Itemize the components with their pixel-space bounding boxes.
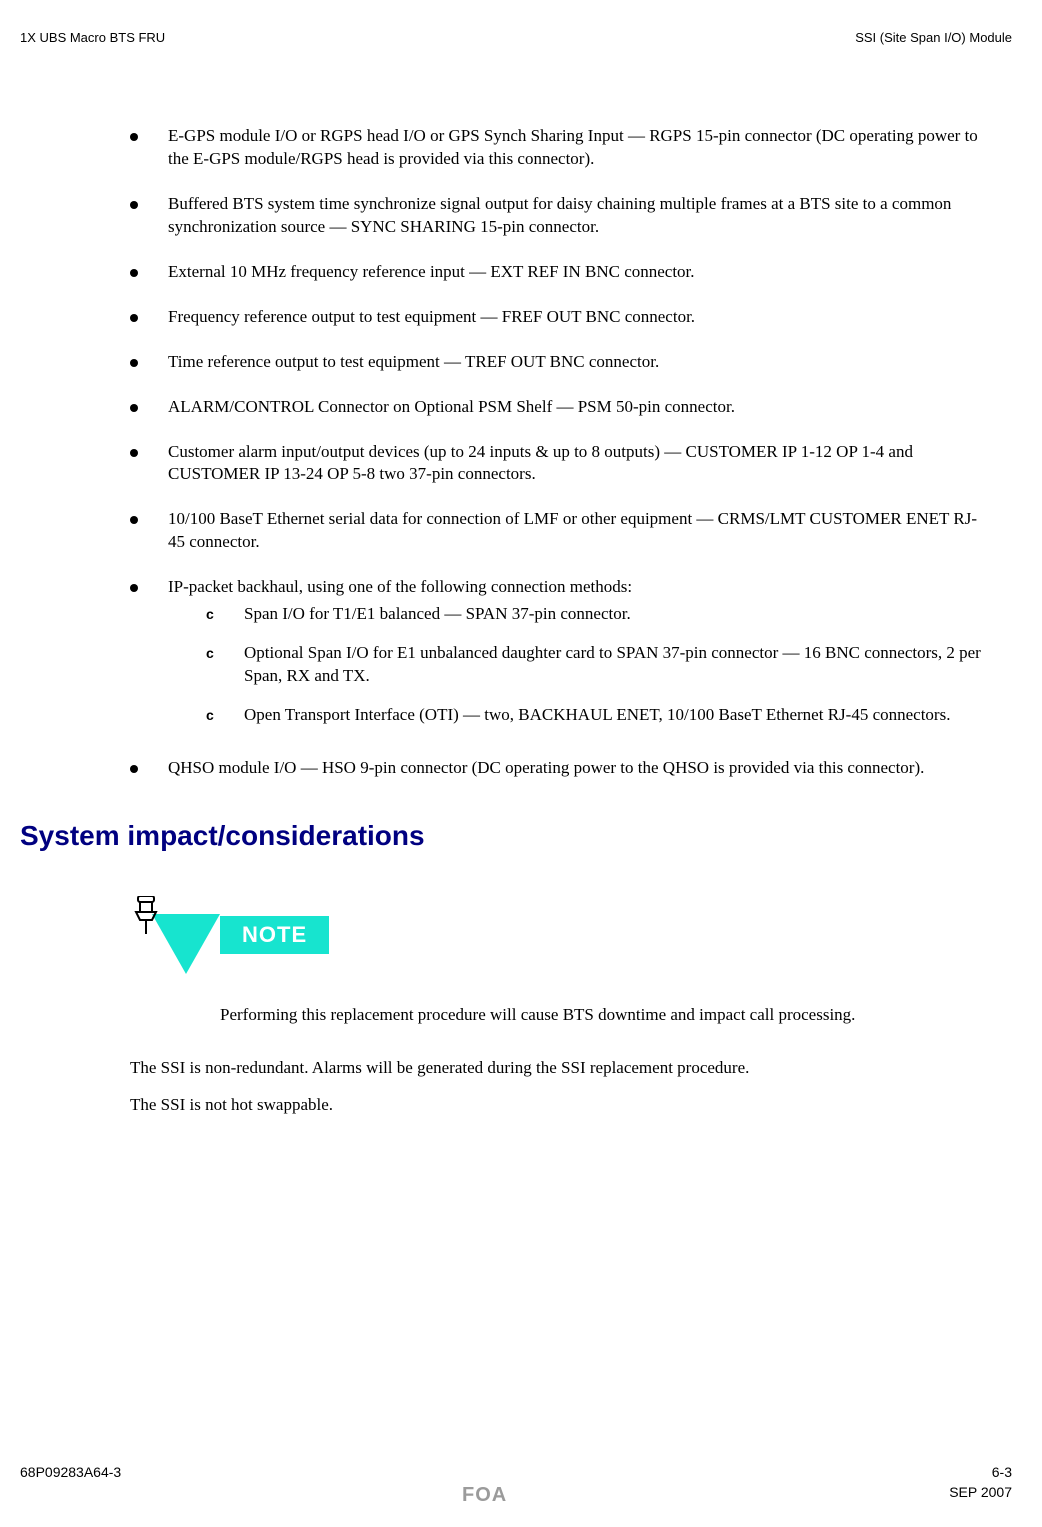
sub-marker-icon: c [206,706,216,727]
bullet-icon [130,133,138,141]
status-label: FOA [462,1484,507,1507]
bullet-text: IP-packet backhaul, using one of the fol… [168,576,992,743]
bullet-text: ALARM/CONTROL Connector on Optional PSM … [168,396,992,419]
body-paragraph: The SSI is non-redundant. Alarms will be… [130,1057,992,1080]
page-number: 6-3 [992,1464,1012,1480]
list-item: Customer alarm input/output devices (up … [130,441,992,487]
bullet-text: Customer alarm input/output devices (up … [168,441,992,487]
sub-text: Open Transport Interface (OTI) — two, BA… [244,704,992,727]
list-item: Frequency reference output to test equip… [130,306,992,329]
bullet-icon [130,516,138,524]
note-label: NOTE [220,916,329,954]
header-left: 1X UBS Macro BTS FRU [20,30,165,45]
bullet-text: Frequency reference output to test equip… [168,306,992,329]
bullet-icon [130,404,138,412]
page-footer: 68P09283A64-3 6-3 FOA SEP 2007 [20,1464,1012,1507]
bullet-text: External 10 MHz frequency reference inpu… [168,261,992,284]
footer-bottom-row: FOA SEP 2007 [20,1484,1012,1507]
bullet-text: E-GPS module I/O or RGPS head I/O or GPS… [168,125,992,171]
bullet-icon [130,449,138,457]
bullet-icon [130,314,138,322]
list-item: E-GPS module I/O or RGPS head I/O or GPS… [130,125,992,171]
page-header: 1X UBS Macro BTS FRU SSI (Site Span I/O)… [20,30,1012,45]
bullet-lead-text: IP-packet backhaul, using one of the fol… [168,577,632,596]
note-triangle-icon [152,914,220,974]
sub-marker-icon: c [206,605,216,626]
note-text: Performing this replacement procedure wi… [220,1004,992,1027]
bullet-icon [130,201,138,209]
pushpin-icon [132,896,160,936]
sub-list: c Span I/O for T1/E1 balanced — SPAN 37-… [206,603,992,727]
sub-list-item: c Optional Span I/O for E1 unbalanced da… [206,642,992,688]
note-block: NOTE Performing this replacement procedu… [130,902,992,1027]
sub-list-item: c Open Transport Interface (OTI) — two, … [206,704,992,727]
note-header: NOTE [130,902,992,982]
footer-date: SEP 2007 [949,1484,1012,1507]
list-item: Time reference output to test equipment … [130,351,992,374]
sub-list-item: c Span I/O for T1/E1 balanced — SPAN 37-… [206,603,992,626]
bullet-icon [130,359,138,367]
list-item: ALARM/CONTROL Connector on Optional PSM … [130,396,992,419]
list-item: Buffered BTS system time synchronize sig… [130,193,992,239]
sub-text: Span I/O for T1/E1 balanced — SPAN 37-pi… [244,603,992,626]
sub-marker-icon: c [206,644,216,688]
header-right: SSI (Site Span I/O) Module [855,30,1012,45]
list-item: IP-packet backhaul, using one of the fol… [130,576,992,743]
bullet-icon [130,584,138,592]
bullet-text: 10/100 BaseT Ethernet serial data for co… [168,508,992,554]
bullet-list: E-GPS module I/O or RGPS head I/O or GPS… [130,125,992,780]
sub-text: Optional Span I/O for E1 unbalanced daug… [244,642,992,688]
note-icon [130,902,220,982]
list-item: External 10 MHz frequency reference inpu… [130,261,992,284]
footer-top-row: 68P09283A64-3 6-3 [20,1464,1012,1480]
body-paragraph: The SSI is not hot swappable. [130,1094,992,1117]
bullet-icon [130,765,138,773]
bullet-text: Time reference output to test equipment … [168,351,992,374]
bullet-icon [130,269,138,277]
list-item: QHSO module I/O — HSO 9-pin connector (D… [130,757,992,780]
bullet-text: Buffered BTS system time synchronize sig… [168,193,992,239]
bullet-text: QHSO module I/O — HSO 9-pin connector (D… [168,757,992,780]
section-heading: System impact/considerations [20,820,1012,852]
doc-number: 68P09283A64-3 [20,1464,121,1480]
list-item: 10/100 BaseT Ethernet serial data for co… [130,508,992,554]
